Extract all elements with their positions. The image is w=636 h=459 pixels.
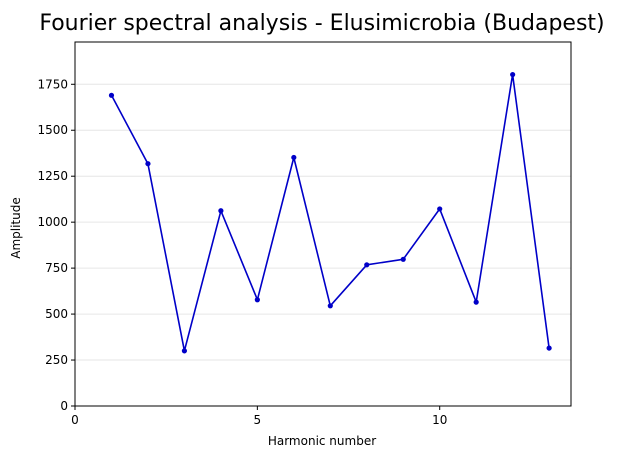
data-point-12 — [510, 71, 516, 78]
y-tick-label-3: 750 — [45, 261, 68, 275]
data-point-3 — [181, 348, 188, 354]
data-point-7 — [327, 303, 333, 309]
data-point-11 — [473, 299, 479, 305]
plot-frame — [74, 41, 572, 407]
data-point-8 — [364, 262, 370, 268]
y-tick-label-5: 1250 — [37, 169, 68, 183]
y-tick-label-2: 500 — [45, 307, 68, 321]
y-tick-label-7: 1750 — [37, 77, 68, 91]
amplitude-line — [110, 73, 550, 352]
data-point-2 — [145, 161, 151, 167]
data-point-10 — [437, 206, 443, 212]
series-layer — [108, 71, 552, 354]
x-tick-label-2: 10 — [432, 413, 447, 427]
data-point-6 — [291, 154, 297, 161]
x-tick-label-0: 0 — [71, 413, 79, 427]
data-point-9 — [400, 256, 406, 262]
y-tick-label-1: 250 — [45, 353, 68, 367]
x-tick-label-1: 5 — [254, 413, 262, 427]
data-point-5 — [254, 297, 260, 303]
y-tick-label-6: 1500 — [37, 123, 68, 137]
x-axis-label: Harmonic number — [268, 434, 376, 448]
data-point-4 — [218, 208, 224, 214]
data-point-1 — [108, 92, 115, 98]
gridlines — [75, 83, 571, 407]
y-axis-label: Amplitude — [9, 197, 23, 259]
data-point-13 — [546, 345, 552, 351]
x-axis-ticks: 0 5 10 — [71, 406, 447, 427]
y-axis-ticks: 0 250 500 750 1000 1250 1500 1750 — [37, 77, 75, 413]
chart-title: Fourier spectral analysis - Elusimicrobi… — [39, 11, 604, 36]
y-tick-label-0: 0 — [60, 399, 68, 413]
y-tick-label-4: 1000 — [37, 215, 68, 229]
